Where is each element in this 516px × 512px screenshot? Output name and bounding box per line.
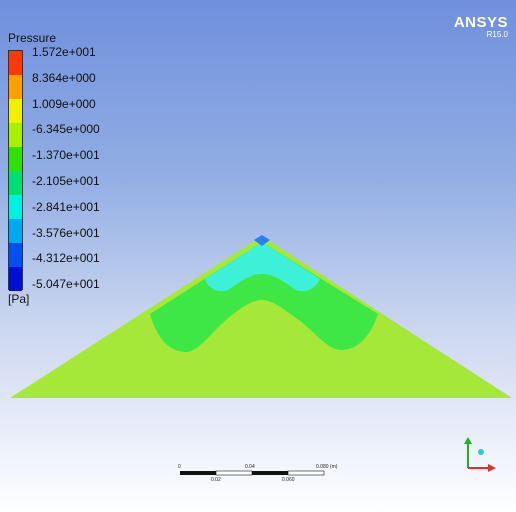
contour-apex-region — [254, 235, 270, 246]
legend-swatch — [9, 147, 22, 171]
legend-label: 8.364e+000 — [32, 70, 96, 85]
scale-label-008: 0.080 (m) — [316, 464, 338, 470]
scale-label-006: 0.060 — [282, 477, 295, 483]
legend-unit: [Pa] — [8, 292, 30, 306]
legend-label: -2.841e+001 — [32, 199, 100, 214]
legend-label: -4.312e+001 — [32, 251, 100, 266]
legend-label: 1.009e+000 — [32, 96, 96, 111]
scale-segment-4 — [287, 470, 325, 476]
scale-label-004: 0.04 — [245, 464, 255, 470]
legend-swatch — [9, 243, 22, 267]
legend-swatch — [9, 171, 22, 195]
contour-low-pressure-region — [205, 242, 320, 292]
contour-band-region — [150, 242, 378, 352]
legend-swatch — [9, 123, 22, 147]
legend-swatch — [9, 51, 22, 75]
legend-label: -3.576e+001 — [32, 225, 100, 240]
legend-label: -2.105e+001 — [32, 174, 100, 188]
legend-label: 1.572e+001 — [32, 45, 96, 59]
scale-label-0: 0 — [178, 464, 181, 470]
brand-name: ANSYS — [453, 14, 508, 31]
brand-version: R15.0 — [486, 30, 508, 39]
legend-swatch — [9, 195, 22, 219]
legend-swatch — [9, 219, 22, 243]
scale-segment-1 — [180, 471, 216, 475]
legend-title: Pressure — [8, 31, 57, 45]
scale-segment-2 — [215, 470, 253, 476]
legend-swatch — [9, 267, 22, 291]
legend-swatch — [9, 75, 22, 99]
legend-color-bar — [8, 50, 23, 291]
y-axis-arrowhead — [464, 437, 472, 444]
scale-bar — [180, 470, 325, 476]
x-axis-arrowhead — [488, 464, 496, 472]
scale-segment-3 — [252, 471, 288, 475]
legend-label: -1.370e+001 — [32, 148, 100, 163]
contour-outer-region — [10, 236, 512, 398]
z-axis-marker — [478, 449, 484, 455]
legend-label: -6.345e+000 — [32, 122, 100, 137]
ansys-logo: ANSYS R15.0 — [454, 14, 508, 39]
axis-triad — [464, 437, 496, 472]
legend-swatch — [9, 99, 22, 123]
legend-label: -5.047e+001 — [32, 277, 100, 292]
scale-label-002: 0.02 — [211, 477, 221, 483]
